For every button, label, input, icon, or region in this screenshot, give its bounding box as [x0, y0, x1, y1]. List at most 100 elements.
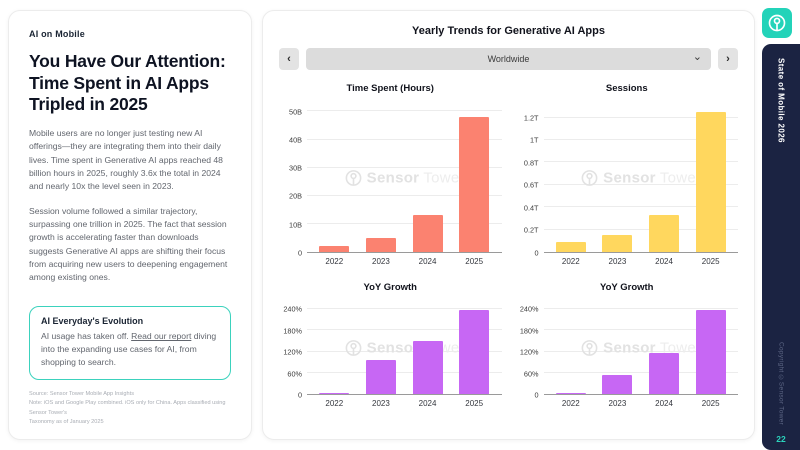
narrative-panel: AI on Mobile You Have Our Attention: Tim…	[8, 10, 252, 440]
y-axis: 0 60% 120% 180% 240%	[279, 302, 307, 400]
x-axis: 2022 2023 2024 2025	[307, 399, 502, 408]
y-axis: 0 10B 20B 30B 40B 50B	[279, 103, 307, 258]
y-tick-label: 1T	[529, 135, 539, 145]
y-tick-label: 0	[297, 248, 302, 258]
y-tick-label: 0	[297, 390, 302, 400]
y-tick-label: 240%	[519, 304, 539, 314]
bar-2023	[602, 235, 633, 252]
plot-area: Sensor Tower	[307, 302, 502, 395]
x-tick-label: 2023	[372, 399, 390, 408]
prev-region-button[interactable]: ‹	[279, 48, 299, 70]
chart-title: Time Spent (Hours)	[346, 83, 434, 94]
bar-2023	[602, 374, 633, 394]
x-tick-label: 2025	[701, 399, 720, 408]
y-tick-label: 120%	[519, 347, 539, 357]
x-tick-label: 2024	[655, 399, 673, 408]
y-tick-label: 0.4T	[523, 203, 539, 213]
bar-2025	[695, 111, 726, 252]
ribbon-report-title: State of Mobile 2026	[776, 58, 786, 143]
y-tick-label: 10B	[289, 220, 302, 230]
chart-title: YoY Growth	[600, 282, 654, 293]
chart-title: YoY Growth	[363, 282, 417, 293]
callout-box: AI Everyday's Evolution AI usage has tak…	[29, 306, 231, 381]
source-note: Source: Sensor Tower Mobile App Insights…	[29, 390, 231, 427]
bar-2025	[695, 309, 726, 394]
read-report-link[interactable]: Read our report	[131, 331, 192, 342]
body-paragraph-2: Session volume followed a similar trajec…	[29, 205, 228, 283]
report-ribbon: State of Mobile 2026 Copyright ©Sensor T…	[762, 44, 800, 450]
y-tick-label: 180%	[519, 326, 539, 336]
x-axis: 2022 2023 2024 2025	[544, 257, 739, 266]
y-tick-label: 20B	[289, 191, 302, 201]
bar-2022	[555, 393, 586, 394]
y-tick-label: 30B	[289, 163, 302, 173]
bar-2022	[555, 241, 586, 252]
sensor-tower-logo-icon	[768, 14, 786, 32]
y-tick-label: 0	[534, 248, 539, 258]
page-number: 22	[776, 434, 786, 444]
bar-2024	[412, 215, 443, 252]
chart-yoy-growth-time-spent: YoY Growth 0 60% 120% 180% 240% Sensor Tower 202…	[279, 282, 502, 408]
body-paragraph-1: Mobile users are no longer just testing …	[29, 128, 223, 192]
bar-2025	[459, 309, 490, 394]
page-title: You Have Our Attention: Time Spent in AI…	[29, 51, 226, 115]
y-tick-label: 0	[534, 390, 539, 400]
region-selector: ‹ Worldwide ⌄ ›	[279, 48, 738, 70]
bar-2023	[365, 360, 396, 394]
x-tick-label: 2025	[465, 399, 484, 408]
y-axis: 0 0.2T 0.4T 0.6T 0.8T 1T 1.2T	[516, 103, 544, 257]
bar-2025	[459, 117, 490, 252]
y-tick-label: 0.6T	[523, 180, 539, 190]
x-tick-label: 2023	[372, 257, 390, 266]
source-line: Note: iOS and Google Play combined. iOS …	[29, 400, 226, 416]
next-region-button[interactable]: ›	[718, 48, 738, 70]
x-tick-label: 2022	[325, 257, 344, 266]
sensor-tower-logo-badge	[762, 8, 792, 38]
x-tick-label: 2025	[701, 257, 720, 266]
y-tick-label: 40B	[289, 135, 302, 145]
x-axis: 2022 2023 2024 2025	[307, 257, 502, 266]
x-axis: 2022 2023 2024 2025	[544, 399, 739, 408]
x-tick-label: 2023	[608, 257, 627, 266]
chevron-down-icon: ⌄	[692, 51, 702, 63]
ribbon-copyright: Copyright ©Sensor Tower	[777, 341, 785, 425]
bar-2022	[319, 246, 350, 252]
x-tick-label: 2024	[418, 257, 437, 266]
plot-area: Sensor Tower	[307, 103, 502, 253]
y-tick-label: 180%	[283, 326, 302, 336]
charts-panel: Yearly Trends for Generative AI Apps ‹ W…	[262, 10, 755, 440]
callout-title: AI Everyday's Evolution	[41, 316, 144, 327]
source-line: Taxonomy as of January 2025	[29, 418, 104, 425]
x-tick-label: 2024	[418, 399, 437, 408]
y-tick-label: 120%	[283, 347, 302, 357]
y-tick-label: 0.2T	[523, 225, 539, 235]
plot-area: Sensor Tower	[543, 103, 738, 253]
charts-grid: Time Spent (Hours) 0 10B 20B 30B 40B 50B Sensor…	[279, 83, 738, 408]
charts-panel-title: Yearly Trends for Generative AI Apps	[412, 25, 605, 37]
y-tick-label: 50B	[289, 107, 302, 116]
x-tick-label: 2025	[465, 257, 484, 266]
y-tick-label: 60%	[287, 369, 302, 379]
region-dropdown-value: Worldwide	[487, 54, 530, 64]
x-tick-label: 2024	[655, 257, 673, 266]
plot-area: Sensor Tower	[543, 302, 738, 395]
y-tick-label: 1.2T	[523, 113, 539, 123]
bar-2024	[649, 215, 680, 252]
chart-title: Sessions	[605, 83, 648, 94]
callout-text-after: diving into the expanding use cases for …	[41, 331, 217, 368]
bar-2022	[319, 393, 350, 394]
chart-yoy-growth-sessions: YoY Growth 0 60% 120% 180% 240% Sensor Tower 202…	[516, 282, 739, 408]
y-axis: 0 60% 120% 180% 240%	[516, 302, 544, 400]
bar-2024	[412, 340, 443, 394]
x-tick-label: 2022	[561, 257, 580, 266]
chart-time-spent: Time Spent (Hours) 0 10B 20B 30B 40B 50B Sensor…	[279, 83, 502, 266]
y-tick-label: 60%	[523, 369, 539, 379]
x-tick-label: 2022	[561, 399, 580, 408]
bar-2024	[649, 353, 680, 394]
callout-text-before: AI usage has taken off.	[41, 331, 132, 342]
y-tick-label: 240%	[283, 304, 302, 314]
section-eyebrow: AI on Mobile	[29, 29, 85, 39]
region-dropdown[interactable]: Worldwide ⌄	[306, 48, 711, 70]
source-line: Source: Sensor Tower Mobile App Insights	[29, 391, 134, 398]
